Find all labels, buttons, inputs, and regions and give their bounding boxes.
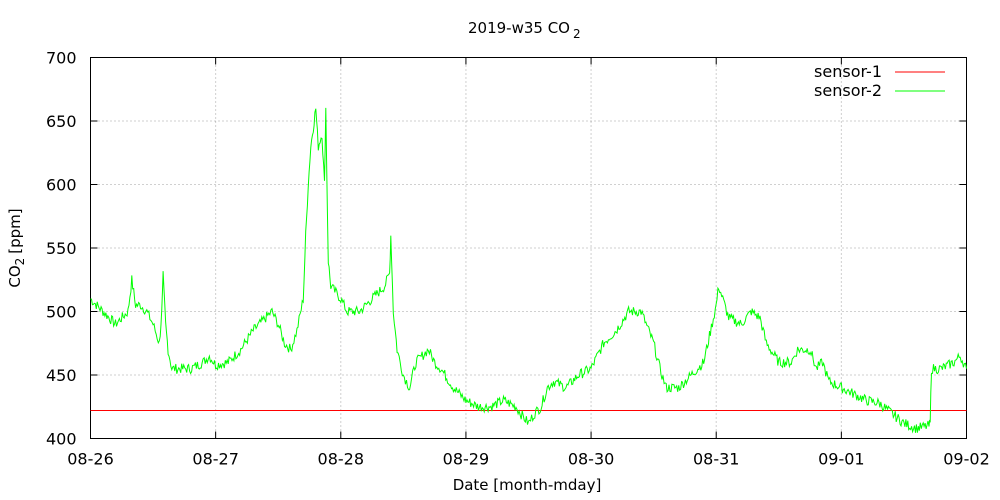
x-tick-label: 08-26	[67, 450, 114, 469]
y-tick-label: 550	[46, 239, 77, 258]
x-tick-label: 09-02	[943, 450, 990, 469]
y-axis-label: CO2[ppm]	[6, 208, 27, 287]
x-tick-label: 08-28	[318, 450, 365, 469]
y-tick-label: 600	[46, 176, 77, 195]
y-tick-label: 650	[46, 112, 77, 131]
y-tick-label: 450	[46, 366, 77, 385]
y-tick-label: 400	[46, 430, 77, 449]
x-axis-label: Date [month-mday]	[453, 476, 602, 494]
x-tick-label: 08-30	[568, 450, 615, 469]
y-tick-label: 500	[46, 303, 77, 322]
axis-ticks: 400 450 500 550 600 650 700 08-26 08-27 08-28 08-2…	[46, 49, 990, 469]
series-line-sensor-2	[90, 107, 967, 434]
series-lines	[90, 107, 967, 434]
y-tick-label: 700	[46, 49, 77, 68]
x-tick-label: 08-31	[693, 450, 740, 469]
legend-label: sensor-1	[814, 62, 882, 81]
chart-title: 2019-w35 CO 2	[468, 19, 581, 41]
legend-label: sensor-2	[814, 81, 882, 100]
x-tick-label: 09-01	[818, 450, 865, 469]
x-tick-label: 08-29	[443, 450, 490, 469]
x-tick-label: 08-27	[192, 450, 239, 469]
